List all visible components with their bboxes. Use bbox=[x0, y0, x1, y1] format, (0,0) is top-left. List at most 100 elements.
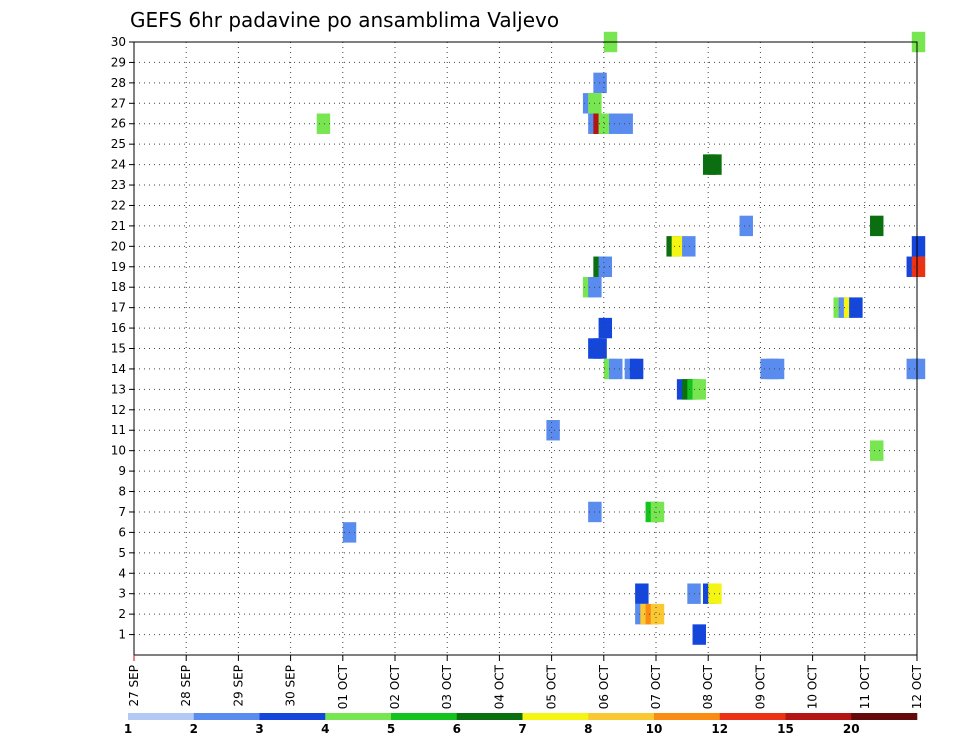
y-tick-label: 11 bbox=[111, 423, 126, 437]
y-tick-label: 2 bbox=[118, 607, 126, 621]
x-tick-label: 03 OCT bbox=[440, 664, 454, 709]
y-tick-label: 4 bbox=[118, 566, 126, 580]
heatmap-cell bbox=[609, 358, 623, 380]
heatmap-cell bbox=[619, 113, 633, 134]
x-tick-label: 10 OCT bbox=[806, 664, 820, 709]
heatmap-cell bbox=[635, 583, 649, 604]
legend-label: 8 bbox=[584, 722, 592, 736]
x-tick-label: 30 SEP bbox=[284, 665, 298, 707]
legend-label: 5 bbox=[387, 722, 395, 736]
x-tick-label: 05 OCT bbox=[545, 664, 559, 709]
heatmap-cell bbox=[598, 256, 613, 277]
heatmap-cell bbox=[870, 215, 884, 237]
heatmap-cell bbox=[739, 215, 753, 237]
x-tick-label: 08 OCT bbox=[701, 664, 715, 709]
y-tick-label: 22 bbox=[111, 198, 126, 212]
y-tick-label: 26 bbox=[111, 117, 126, 131]
legend-label: 1 bbox=[124, 722, 132, 736]
x-axis: 27 SEP 28 SEP 29 SEP 30 SEP 01 OCT 02 OCT 03 O… bbox=[127, 655, 924, 709]
y-tick-label: 9 bbox=[118, 464, 126, 478]
legend-label: 2 bbox=[190, 722, 198, 736]
y-tick-label: 5 bbox=[118, 546, 126, 560]
y-tick-label: 10 bbox=[111, 444, 126, 458]
legend-label: 10 bbox=[646, 722, 663, 736]
heatmap-cell bbox=[849, 297, 863, 318]
x-tick-label: 09 OCT bbox=[753, 664, 767, 709]
heatmap-cell bbox=[593, 338, 607, 359]
y-tick-label: 7 bbox=[118, 505, 126, 519]
color-legend: 1 2 3 4 5 6 7 8 10 12 15 20 bbox=[124, 713, 918, 736]
y-tick-label: 18 bbox=[111, 280, 126, 294]
heatmap-cell bbox=[911, 256, 926, 277]
heatmap-cell bbox=[911, 236, 926, 257]
heatmap-cell bbox=[870, 440, 884, 461]
heatmap-cell bbox=[650, 603, 665, 625]
y-tick-label: 15 bbox=[111, 342, 126, 356]
legend-label: 20 bbox=[843, 722, 860, 736]
y-tick-label: 29 bbox=[111, 55, 126, 69]
x-tick-label: 07 OCT bbox=[649, 664, 663, 709]
grid-layer bbox=[134, 41, 917, 655]
x-tick-label: 11 OCT bbox=[858, 664, 872, 709]
legend-color-swatch bbox=[456, 713, 523, 720]
legend-label: 12 bbox=[711, 722, 728, 736]
chart-title: GEFS 6hr padavine po ansamblima Valjevo bbox=[130, 8, 559, 32]
legend-color-swatch bbox=[719, 713, 786, 720]
heatmap-cell bbox=[911, 31, 926, 53]
heatmap-cell bbox=[546, 420, 560, 441]
heatmap-cell bbox=[650, 501, 665, 523]
y-tick-label: 14 bbox=[111, 362, 126, 376]
y-tick-label: 3 bbox=[118, 587, 126, 601]
y-tick-label: 17 bbox=[111, 301, 126, 315]
heatmap-cell bbox=[911, 358, 926, 380]
x-tick-label: 06 OCT bbox=[597, 664, 611, 709]
y-tick-label: 19 bbox=[111, 260, 126, 274]
legend-color-swatch bbox=[785, 713, 852, 720]
heatmap-cell bbox=[598, 113, 613, 134]
x-tick-label: 27 SEP bbox=[127, 665, 141, 707]
legend-label: 3 bbox=[255, 722, 263, 736]
y-tick-label: 24 bbox=[111, 158, 126, 172]
heatmap-cell bbox=[609, 113, 623, 134]
x-tick-label: 02 OCT bbox=[388, 664, 402, 709]
x-tick-label: 01 OCT bbox=[336, 664, 350, 709]
x-tick-label: 12 OCT bbox=[910, 664, 924, 709]
legend-label: 4 bbox=[321, 722, 329, 736]
heatmap-cell bbox=[629, 358, 644, 380]
y-tick-label: 12 bbox=[111, 403, 126, 417]
heatmap-cell bbox=[671, 236, 686, 257]
heatmap-cell bbox=[682, 236, 696, 257]
y-tick-label: 8 bbox=[118, 485, 126, 499]
y-tick-label: 28 bbox=[111, 76, 126, 90]
legend-label: 7 bbox=[518, 722, 526, 736]
legend-color-swatch bbox=[128, 713, 195, 720]
x-tick-label: 28 SEP bbox=[179, 665, 193, 707]
cells-layer bbox=[316, 31, 926, 645]
legend-color-swatch bbox=[391, 713, 458, 720]
y-tick-label: 16 bbox=[111, 321, 126, 335]
y-tick-label: 13 bbox=[111, 382, 126, 396]
legend-label: 6 bbox=[453, 722, 461, 736]
heatmap-cell bbox=[598, 317, 613, 339]
heatmap-cell bbox=[316, 113, 331, 134]
x-tick-label: 29 SEP bbox=[231, 665, 245, 707]
legend-color-swatch bbox=[259, 713, 326, 720]
y-tick-label: 25 bbox=[111, 137, 126, 151]
y-axis: 1234567891011121314151617181920212223242… bbox=[111, 35, 134, 642]
legend-label: 15 bbox=[777, 722, 794, 736]
legend-color-swatch bbox=[522, 713, 589, 720]
legend-color-swatch bbox=[654, 713, 721, 720]
heatmap-cell bbox=[770, 358, 785, 380]
y-tick-label: 20 bbox=[111, 239, 126, 253]
legend-color-swatch bbox=[588, 713, 655, 720]
y-tick-label: 30 bbox=[111, 35, 126, 49]
y-tick-label: 27 bbox=[111, 96, 126, 110]
legend-color-swatch bbox=[325, 713, 392, 720]
y-tick-label: 23 bbox=[111, 178, 126, 192]
y-tick-label: 21 bbox=[111, 219, 126, 233]
legend-color-swatch bbox=[851, 713, 918, 720]
y-tick-label: 1 bbox=[118, 628, 126, 642]
x-tick-label: 04 OCT bbox=[492, 664, 506, 709]
y-tick-label: 6 bbox=[118, 525, 126, 539]
